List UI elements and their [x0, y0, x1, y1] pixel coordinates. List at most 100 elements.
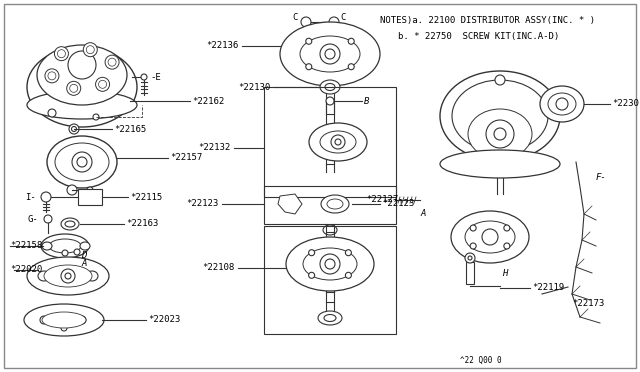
- Text: *22023: *22023: [148, 315, 180, 324]
- Text: *22108: *22108: [202, 263, 234, 273]
- Ellipse shape: [451, 211, 529, 263]
- Ellipse shape: [61, 218, 79, 230]
- Circle shape: [495, 75, 505, 85]
- Ellipse shape: [37, 45, 127, 105]
- Text: *22165: *22165: [114, 125, 147, 134]
- Circle shape: [141, 74, 147, 80]
- Circle shape: [320, 44, 340, 64]
- Circle shape: [331, 135, 345, 149]
- Circle shape: [61, 269, 75, 283]
- Ellipse shape: [86, 271, 98, 281]
- Circle shape: [504, 225, 510, 231]
- Circle shape: [320, 254, 340, 274]
- Bar: [78, 189, 102, 205]
- Text: *22132: *22132: [198, 144, 230, 153]
- Circle shape: [83, 43, 97, 57]
- Ellipse shape: [38, 271, 50, 281]
- Polygon shape: [278, 194, 302, 214]
- Circle shape: [301, 17, 311, 27]
- Ellipse shape: [55, 143, 109, 181]
- Text: C: C: [292, 13, 298, 22]
- Circle shape: [41, 192, 51, 202]
- Circle shape: [48, 72, 56, 80]
- Ellipse shape: [44, 265, 92, 287]
- Ellipse shape: [468, 109, 532, 159]
- Text: F-: F-: [596, 173, 607, 182]
- Text: D: D: [81, 251, 86, 260]
- Bar: [264, 226, 396, 334]
- Text: *22127: *22127: [366, 196, 398, 205]
- Bar: [264, 87, 396, 197]
- Ellipse shape: [49, 239, 81, 253]
- Ellipse shape: [318, 311, 342, 325]
- Text: B: B: [364, 96, 369, 106]
- Text: *22158: *22158: [10, 241, 42, 250]
- Ellipse shape: [465, 221, 515, 253]
- Ellipse shape: [27, 257, 109, 295]
- Ellipse shape: [325, 83, 335, 90]
- Circle shape: [346, 250, 351, 256]
- Circle shape: [93, 114, 99, 120]
- Circle shape: [486, 120, 514, 148]
- Text: A: A: [81, 260, 86, 269]
- Circle shape: [470, 225, 476, 231]
- Circle shape: [348, 38, 354, 44]
- Circle shape: [346, 272, 351, 278]
- Text: H: H: [502, 269, 508, 279]
- Circle shape: [556, 98, 568, 110]
- Circle shape: [48, 109, 56, 117]
- Circle shape: [108, 58, 116, 66]
- Ellipse shape: [320, 80, 340, 94]
- Text: b. * 22750  SCREW KIT(INC.A-D): b. * 22750 SCREW KIT(INC.A-D): [398, 32, 559, 41]
- Ellipse shape: [327, 199, 343, 209]
- Circle shape: [325, 49, 335, 59]
- Circle shape: [86, 46, 94, 54]
- Text: *22119: *22119: [532, 283, 564, 292]
- Circle shape: [99, 80, 107, 88]
- Circle shape: [54, 46, 68, 61]
- Ellipse shape: [47, 136, 117, 188]
- Circle shape: [44, 215, 52, 223]
- Ellipse shape: [280, 22, 380, 86]
- Ellipse shape: [42, 242, 52, 250]
- Text: C: C: [340, 13, 346, 22]
- Circle shape: [72, 152, 92, 172]
- Circle shape: [329, 17, 339, 27]
- Text: A: A: [420, 209, 426, 218]
- Circle shape: [348, 64, 354, 70]
- Circle shape: [87, 187, 93, 193]
- Circle shape: [62, 250, 68, 256]
- Ellipse shape: [41, 234, 89, 258]
- Text: *22130: *22130: [237, 83, 270, 92]
- Text: *22163: *22163: [126, 219, 158, 228]
- Text: *22020: *22020: [10, 266, 42, 275]
- Ellipse shape: [27, 91, 137, 119]
- Circle shape: [68, 51, 96, 79]
- Circle shape: [67, 185, 77, 195]
- Ellipse shape: [320, 131, 356, 153]
- Circle shape: [308, 272, 315, 278]
- Circle shape: [325, 259, 335, 269]
- Text: *22115: *22115: [130, 192, 163, 202]
- Text: G-: G-: [28, 215, 38, 224]
- Circle shape: [95, 77, 109, 91]
- Circle shape: [77, 157, 87, 167]
- Bar: [264, 186, 396, 224]
- Bar: [466, 262, 474, 284]
- Circle shape: [70, 84, 77, 92]
- Text: NOTES)a. 22100 DISTRIBUTOR ASSY(INC. * ): NOTES)a. 22100 DISTRIBUTOR ASSY(INC. * ): [380, 16, 595, 25]
- Ellipse shape: [548, 93, 576, 115]
- Circle shape: [308, 250, 315, 256]
- Ellipse shape: [440, 150, 560, 178]
- Ellipse shape: [24, 304, 104, 336]
- Ellipse shape: [540, 86, 584, 122]
- Text: *22173: *22173: [572, 299, 604, 308]
- Circle shape: [494, 128, 506, 140]
- Text: I-: I-: [25, 192, 36, 202]
- Ellipse shape: [80, 242, 90, 250]
- Ellipse shape: [321, 195, 349, 213]
- Circle shape: [468, 256, 472, 260]
- Circle shape: [335, 139, 341, 145]
- Ellipse shape: [309, 123, 367, 161]
- Text: *22123: *22123: [186, 199, 218, 208]
